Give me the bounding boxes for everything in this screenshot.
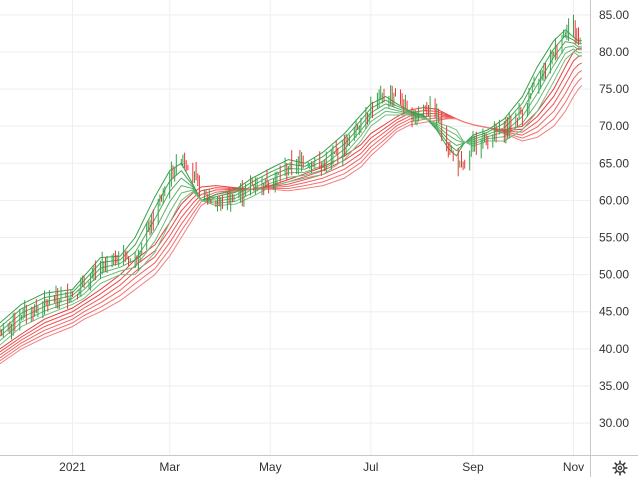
x-tick-label: May	[259, 460, 282, 474]
x-tick-label: Jul	[363, 460, 378, 474]
price-series	[0, 14, 581, 340]
y-tick-label: 85.00	[599, 8, 629, 22]
y-tick-label: 70.00	[599, 119, 629, 133]
y-tick-label: 45.00	[599, 305, 629, 319]
long-ma-line	[0, 55, 582, 353]
short-ma-line	[0, 29, 582, 324]
y-tick-label: 40.00	[599, 342, 629, 356]
y-tick-label: 50.00	[599, 268, 629, 282]
y-tick-label: 35.00	[599, 379, 629, 393]
x-tick-label: Mar	[159, 460, 180, 474]
gridlines	[0, 0, 590, 455]
short-ma-line	[0, 51, 582, 346]
y-tick-label: 30.00	[599, 416, 629, 430]
long-ma-line	[0, 85, 583, 365]
y-tick-label: 75.00	[599, 82, 629, 96]
x-tick-label: Nov	[563, 460, 584, 474]
gear-icon	[612, 460, 628, 476]
x-tick-label: 2021	[59, 460, 86, 474]
long-ma-line	[0, 77, 583, 362]
y-tick-label: 80.00	[599, 45, 629, 59]
y-tick-label: 60.00	[599, 193, 629, 207]
settings-button[interactable]	[610, 459, 630, 477]
y-tick-label: 65.00	[599, 156, 629, 170]
long-ma-line	[0, 70, 583, 359]
y-tick-label: 55.00	[599, 231, 629, 245]
x-tick-label: Sep	[462, 460, 484, 474]
